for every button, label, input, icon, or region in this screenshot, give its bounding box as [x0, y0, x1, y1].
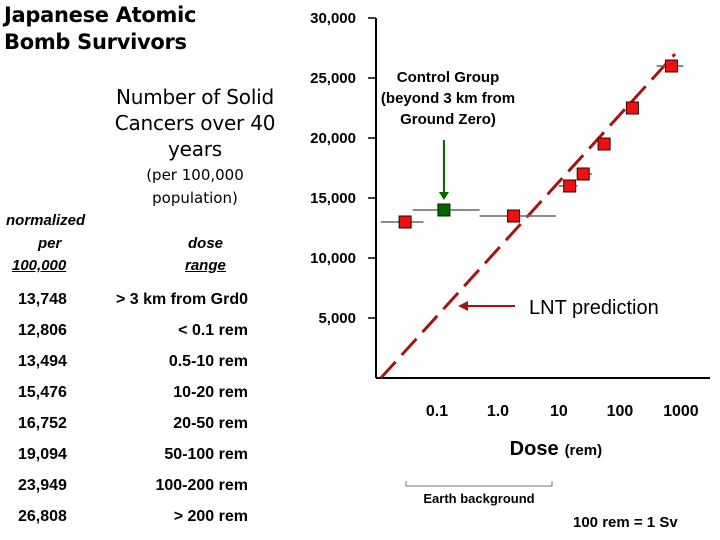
row-value: 23,949	[18, 477, 67, 494]
x-tick-label: 0.1	[426, 403, 448, 420]
table-row: 19,094 50-100 rem	[0, 446, 290, 477]
earth-background-bracket	[405, 481, 553, 487]
table-note: (per 100,000 population)	[146, 166, 244, 207]
data-point	[664, 59, 678, 73]
control-group-label: Control Group	[397, 69, 499, 86]
lnt-arrow-head	[458, 301, 468, 311]
row-value: 19,094	[18, 446, 67, 463]
row-range: 0.5-10 rem	[168, 353, 248, 370]
lnt-label: LNT prediction	[529, 297, 659, 319]
row-range: 20-50 rem	[173, 415, 248, 432]
y-tick-label: 5,000	[318, 310, 356, 327]
table-row: 13,494 0.5-10 rem	[0, 353, 290, 384]
table-row: 23,949 100-200 rem	[0, 477, 290, 508]
table-row: 16,752 20-50 rem	[0, 415, 290, 446]
x-tick-label: 10	[550, 403, 568, 420]
row-range: 50-100 rem	[164, 446, 248, 463]
control-group-point	[437, 203, 451, 217]
row-range: 10-20 rem	[173, 384, 248, 401]
data-point	[398, 215, 412, 229]
column-header-per: per	[38, 235, 62, 252]
row-value: 26,808	[18, 508, 67, 525]
table-row: 13,748 > 3 km from Grd0	[0, 291, 290, 322]
control-group-label: Ground Zero)	[400, 111, 496, 128]
control-arrow-head	[438, 192, 449, 200]
data-point	[563, 179, 577, 193]
column-header-range: range	[185, 257, 226, 274]
row-range: < 0.1 rem	[178, 322, 248, 339]
row-range: 100-200 rem	[155, 477, 248, 494]
column-header-per-100000: 100,000	[12, 257, 67, 274]
page-title: Japanese Atomic Bomb Survivors	[4, 3, 197, 54]
row-range: > 200 rem	[173, 508, 248, 525]
y-tick-label: 15,000	[310, 190, 356, 207]
row-value: 16,752	[18, 415, 67, 432]
data-point	[576, 167, 590, 181]
control-group-label: (beyond 3 km from	[381, 90, 515, 107]
table-row: 15,476 10-20 rem	[0, 384, 290, 415]
row-value: 13,494	[18, 353, 67, 370]
earth-background-label: Earth background	[423, 491, 534, 506]
data-point	[507, 209, 521, 223]
data-point	[625, 101, 639, 115]
x-tick-label: 1.0	[487, 403, 509, 420]
y-tick-label: 25,000	[310, 70, 356, 87]
x-tick-label: 100	[607, 403, 634, 420]
data-point	[597, 137, 611, 151]
x-tick-label: 1000	[663, 403, 699, 420]
footnote: 100 rem = 1 Sv	[573, 514, 678, 531]
column-header-dose: dose	[188, 235, 224, 252]
x-axis-unit: (rem)	[565, 442, 603, 459]
row-value: 12,806	[18, 322, 67, 339]
table-heading: Number of Solid Cancers over 40 years	[114, 85, 276, 161]
table-row: 12,806 < 0.1 rem	[0, 322, 290, 353]
x-axis-label: Dose	[510, 438, 559, 460]
table-row: 26,808 > 200 rem	[0, 508, 290, 539]
row-range: > 3 km from Grd0	[115, 291, 248, 308]
y-tick-label: 10,000	[310, 250, 356, 267]
column-header-normalized: normalized	[6, 212, 86, 229]
row-value: 13,748	[18, 291, 67, 308]
row-value: 15,476	[18, 384, 67, 401]
y-tick-label: 20,000	[310, 130, 356, 147]
y-tick-label: 30,000	[310, 10, 356, 27]
